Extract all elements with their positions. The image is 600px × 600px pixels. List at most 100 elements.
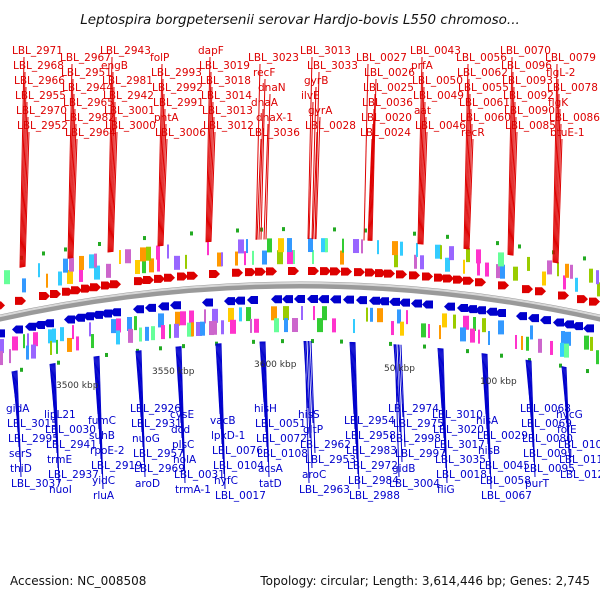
reverse-gene-arrow bbox=[457, 304, 468, 313]
feature-block bbox=[485, 262, 489, 277]
forward-label-leader bbox=[463, 63, 469, 249]
reverse-gene-label: folE bbox=[557, 424, 577, 436]
reverse-gene-label: LBL_2919 bbox=[91, 460, 142, 472]
reverse-gene-arrow bbox=[378, 297, 389, 306]
feature-block bbox=[400, 321, 404, 336]
forward-gene-label: recR bbox=[461, 127, 485, 139]
reverse-gene-label: thiD bbox=[10, 463, 32, 475]
feature-block bbox=[308, 238, 313, 253]
forward-gene-label: LBL_3001 bbox=[104, 105, 155, 117]
feature-block bbox=[157, 257, 160, 272]
feature-block bbox=[23, 334, 25, 349]
reverse-label-leader bbox=[530, 360, 536, 478]
forward-gene-label: LBL_0043 bbox=[410, 45, 461, 57]
feature-marker bbox=[466, 349, 469, 354]
forward-gene-label: LBL_3036 bbox=[249, 127, 300, 139]
reverse-gene-arrow bbox=[466, 305, 477, 314]
feature-block bbox=[106, 263, 111, 278]
reverse-gene-label: LBL_3010 bbox=[432, 409, 483, 421]
reverse-label-leader bbox=[354, 342, 360, 490]
feature-block bbox=[488, 330, 490, 345]
feature-block bbox=[538, 338, 542, 353]
forward-label-leader bbox=[363, 63, 369, 241]
forward-gene-label: LBL_0079 bbox=[545, 52, 596, 64]
feature-block bbox=[67, 337, 72, 352]
feature-marker bbox=[20, 367, 23, 372]
feature-block bbox=[204, 309, 206, 324]
feature-block bbox=[116, 330, 120, 345]
forward-gene-label: LBL_3023 bbox=[248, 52, 299, 64]
reverse-gene-label: LBL_0091 bbox=[523, 448, 574, 460]
reverse-gene-label: LBL_2995 bbox=[8, 433, 59, 445]
reverse-label-leader bbox=[441, 348, 447, 469]
reverse-label-leader bbox=[486, 353, 492, 490]
feature-block bbox=[207, 241, 209, 256]
feature-block bbox=[246, 307, 251, 322]
feature-block bbox=[560, 342, 564, 357]
gene-labels: LBL_2971 LBL_2968 LBL_2966 LBL_2955 LBL_2970… bbox=[6, 45, 600, 502]
feature-block bbox=[377, 240, 379, 255]
reverse-gene-label: LBL_3004 bbox=[389, 478, 440, 490]
tick-label: 3550 kbp bbox=[152, 367, 195, 377]
feature-block bbox=[271, 306, 277, 321]
reverse-gene-arrow bbox=[25, 322, 36, 331]
reverse-label-leader bbox=[398, 344, 404, 418]
forward-label-leader bbox=[207, 86, 213, 243]
feature-marker bbox=[413, 231, 416, 236]
feature-block bbox=[463, 315, 469, 330]
feature-block bbox=[460, 327, 466, 342]
feature-block bbox=[342, 238, 344, 253]
feature-block bbox=[445, 257, 450, 272]
feature-block bbox=[570, 264, 573, 279]
forward-label-leader bbox=[512, 131, 518, 256]
reverse-gene-arrow bbox=[540, 316, 551, 325]
forward-gene-arrow bbox=[255, 267, 266, 276]
reverse-gene-arrow bbox=[282, 295, 293, 304]
feature-block bbox=[38, 263, 40, 278]
reverse-gene-label: LBL_2969 bbox=[134, 463, 185, 475]
reverse-gene-arrow bbox=[399, 298, 410, 307]
forward-label-leader bbox=[509, 86, 515, 256]
forward-gene-arrow bbox=[434, 273, 445, 282]
feature-block bbox=[26, 345, 29, 360]
feature-marker bbox=[340, 339, 343, 344]
reverse-label-leader bbox=[179, 346, 185, 469]
feature-block bbox=[217, 252, 222, 267]
forward-label-leader bbox=[159, 93, 165, 247]
reverse-gene-label: tatD bbox=[259, 478, 282, 490]
reverse-label-leader bbox=[394, 344, 400, 478]
feature-block bbox=[238, 239, 244, 254]
reverse-label-leader bbox=[442, 348, 448, 484]
feature-block bbox=[496, 264, 501, 279]
forward-label-leader bbox=[160, 108, 166, 247]
reverse-gene-label: LBL_0076 bbox=[212, 445, 263, 457]
feature-block bbox=[9, 349, 11, 364]
feature-marker bbox=[42, 251, 45, 256]
tick-label: 3600 kbp bbox=[254, 360, 297, 370]
reverse-gene-label: LBL_0058 bbox=[480, 475, 531, 487]
reverse-label-leader bbox=[483, 353, 489, 445]
tick-label: 100 kbp bbox=[480, 377, 517, 387]
forward-gene-arrow bbox=[177, 272, 188, 281]
feature-block bbox=[48, 329, 52, 344]
reverse-label-leader bbox=[15, 370, 21, 463]
forward-gene-label: LBL_0050 bbox=[412, 75, 463, 87]
feature-block bbox=[158, 313, 164, 328]
feature-block bbox=[89, 322, 91, 337]
feature-block bbox=[0, 351, 3, 366]
forward-gene-arrow bbox=[245, 268, 256, 277]
reverse-label-leader bbox=[138, 350, 144, 448]
forward-gene-arrow bbox=[320, 267, 331, 276]
feature-block bbox=[174, 323, 179, 338]
feature-block bbox=[596, 270, 599, 285]
feature-block bbox=[209, 321, 214, 336]
reverse-gene-label: LBL_0110 bbox=[559, 454, 600, 466]
feature-block bbox=[312, 250, 314, 265]
forward-label-leader bbox=[69, 93, 75, 259]
forward-gene-arrow bbox=[308, 267, 319, 276]
feature-block bbox=[50, 340, 52, 355]
forward-gene-label: LBL_0036 bbox=[362, 97, 413, 109]
reverse-label-leader bbox=[564, 366, 570, 454]
reverse-gene-label: cysE bbox=[170, 409, 194, 421]
forward-gene-label: LBL_0085 bbox=[505, 120, 556, 132]
